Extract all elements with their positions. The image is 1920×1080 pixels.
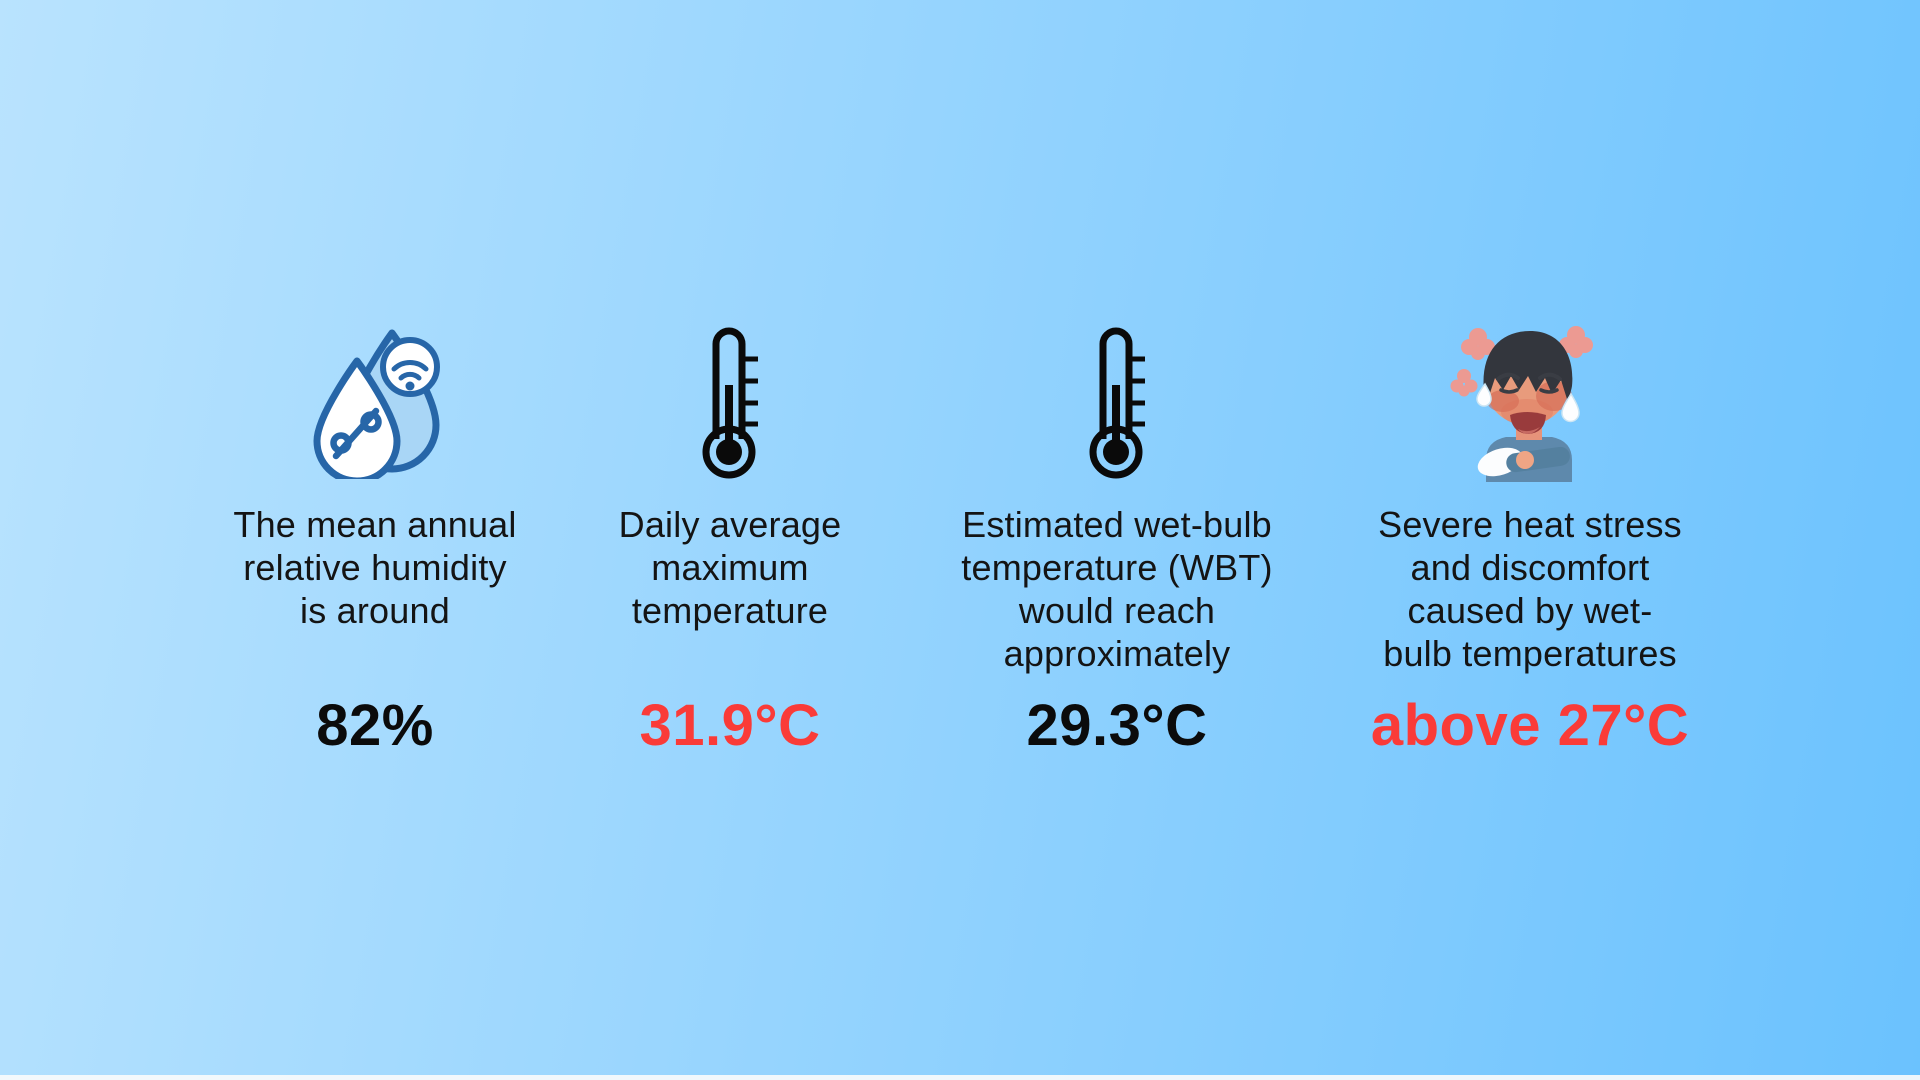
heat-puff-icon xyxy=(1450,325,1593,396)
caption-line: Severe heat stress xyxy=(1378,504,1682,545)
wet-bulb-caption: Estimated wet-bulb temperature (WBT) would… xyxy=(961,503,1272,675)
max-temp-icon-box xyxy=(699,325,761,480)
percent-icon xyxy=(330,407,382,459)
caption-line: would reach xyxy=(1018,590,1216,631)
thermometer-icon xyxy=(1089,327,1145,478)
humidity-droplets-icon xyxy=(313,329,440,479)
humidity-value: 82% xyxy=(316,693,434,758)
caption-line: maximum xyxy=(651,547,809,588)
bottom-edge-strip xyxy=(0,1075,1920,1080)
wet-bulb-card: Estimated wet-bulb temperature (WBT) would… xyxy=(937,325,1297,765)
max-temp-caption: Daily average maximum temperature xyxy=(619,503,842,632)
heat-stress-icon-box xyxy=(1448,325,1613,482)
wifi-signal-icon xyxy=(380,336,440,397)
caption-line: and discomfort xyxy=(1410,547,1650,588)
caption-line: temperature (WBT) xyxy=(961,547,1273,588)
caption-line: caused by wet- xyxy=(1407,590,1653,631)
wet-bulb-value: 29.3°C xyxy=(1026,693,1208,758)
max-temp-value: 31.9°C xyxy=(639,693,821,758)
caption-line: approximately xyxy=(1003,633,1231,674)
caption-line: temperature xyxy=(631,590,829,631)
caption-line: is around xyxy=(300,590,450,631)
overheated-person-icon xyxy=(1450,325,1593,482)
caption-line: The mean annual xyxy=(233,504,517,545)
heat-stress-card: Severe heat stress and discomfort caused b… xyxy=(1345,325,1715,765)
humidity-icon-box xyxy=(310,325,440,480)
caption-line: Estimated wet-bulb xyxy=(962,504,1272,545)
heat-stress-value: above 27°C xyxy=(1370,693,1690,758)
thermometer-icon xyxy=(702,327,758,478)
wbt-icon-box xyxy=(1086,325,1148,480)
caption-line: bulb temperatures xyxy=(1383,633,1677,674)
humidity-caption: The mean annual relative humidity is aroun… xyxy=(233,503,516,632)
caption-line: Daily average xyxy=(618,504,842,545)
caption-line: relative humidity xyxy=(243,547,507,588)
heat-stress-caption: Severe heat stress and discomfort caused b… xyxy=(1378,503,1682,675)
max-temperature-card: Daily average maximum temperature 31.9°C xyxy=(550,325,910,765)
humidity-card: The mean annual relative humidity is aroun… xyxy=(195,325,555,765)
